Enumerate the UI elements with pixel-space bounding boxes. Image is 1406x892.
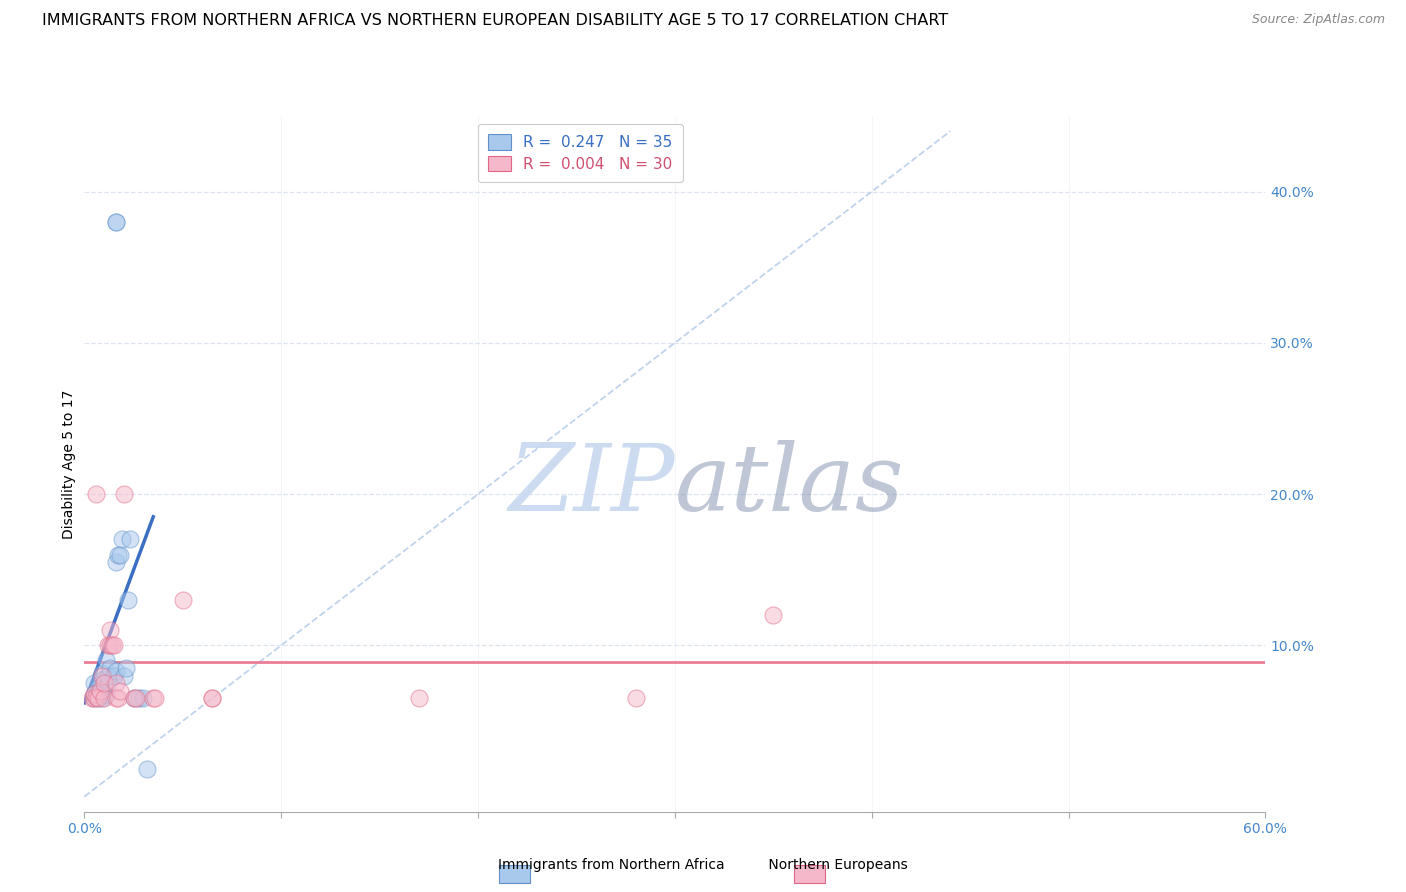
- Point: [201, 691, 224, 706]
- Point: [128, 691, 150, 706]
- Point: [83, 687, 105, 701]
- Point: [93, 691, 115, 706]
- Point: [97, 668, 120, 682]
- Point: [104, 215, 127, 229]
- Point: [108, 683, 131, 698]
- Point: [93, 672, 115, 686]
- Point: [107, 548, 129, 562]
- Point: [82, 691, 104, 706]
- Point: [94, 653, 117, 667]
- Point: [98, 661, 121, 675]
- Text: ZIP: ZIP: [508, 440, 675, 530]
- Point: [83, 676, 105, 690]
- Point: [83, 691, 105, 706]
- Point: [84, 687, 107, 701]
- Point: [83, 687, 105, 701]
- Point: [111, 533, 134, 547]
- Point: [97, 638, 120, 652]
- Point: [104, 691, 127, 706]
- Point: [87, 681, 110, 695]
- Point: [97, 676, 120, 690]
- Point: [104, 676, 127, 690]
- Point: [89, 688, 111, 702]
- Y-axis label: Disability Age 5 to 17: Disability Age 5 to 17: [62, 389, 76, 539]
- Text: IMMIGRANTS FROM NORTHERN AFRICA VS NORTHERN EUROPEAN DISABILITY AGE 5 TO 17 CORR: IMMIGRANTS FROM NORTHERN AFRICA VS NORTH…: [42, 13, 949, 29]
- Point: [132, 691, 155, 706]
- Point: [172, 593, 194, 607]
- Point: [122, 691, 145, 706]
- Point: [107, 691, 129, 706]
- Point: [201, 691, 224, 706]
- Point: [624, 691, 647, 706]
- Point: [118, 533, 141, 547]
- Text: atlas: atlas: [675, 440, 904, 530]
- Point: [112, 668, 135, 682]
- Point: [91, 691, 114, 706]
- Point: [93, 676, 115, 690]
- Point: [98, 624, 121, 638]
- Point: [87, 687, 110, 701]
- Point: [84, 487, 107, 501]
- Point: [94, 688, 117, 702]
- Point: [84, 690, 107, 704]
- Point: [87, 691, 110, 706]
- Point: [91, 665, 114, 680]
- Point: [84, 690, 107, 704]
- Text: Immigrants from Northern Africa          Northern Europeans: Immigrants from Northern Africa Northern…: [498, 858, 908, 872]
- Point: [108, 548, 131, 562]
- Point: [408, 691, 430, 706]
- Point: [143, 691, 166, 706]
- Point: [91, 668, 114, 682]
- Point: [104, 555, 127, 569]
- Point: [762, 608, 785, 623]
- Point: [136, 763, 159, 777]
- Point: [124, 691, 146, 706]
- Point: [89, 683, 111, 698]
- Point: [104, 215, 127, 229]
- Point: [89, 682, 111, 697]
- Point: [117, 593, 139, 607]
- Point: [103, 638, 125, 652]
- Legend: R =  0.247   N = 35, R =  0.004   N = 30: R = 0.247 N = 35, R = 0.004 N = 30: [478, 124, 683, 182]
- Point: [112, 487, 135, 501]
- Point: [101, 638, 124, 652]
- Point: [114, 661, 136, 675]
- Point: [87, 691, 110, 706]
- Point: [83, 691, 105, 706]
- Point: [122, 691, 145, 706]
- Point: [93, 687, 115, 701]
- Point: [103, 668, 125, 682]
- Point: [104, 664, 127, 678]
- Text: Source: ZipAtlas.com: Source: ZipAtlas.com: [1251, 13, 1385, 27]
- Point: [142, 691, 165, 706]
- Point: [98, 638, 121, 652]
